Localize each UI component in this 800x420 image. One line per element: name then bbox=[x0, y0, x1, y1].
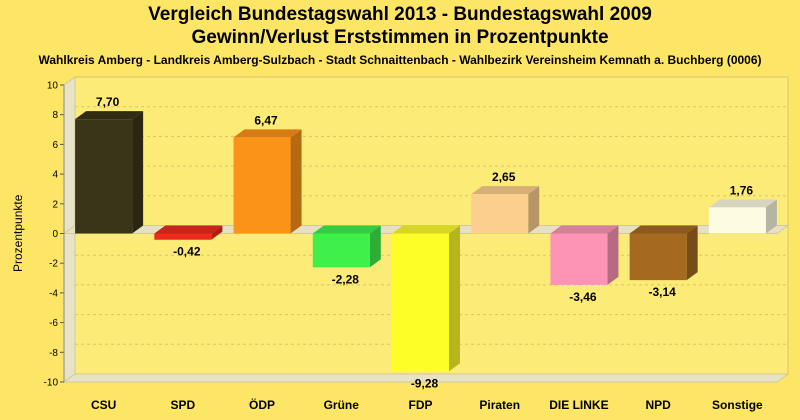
x-tick-label: CSU bbox=[91, 398, 116, 412]
bar-top-face bbox=[392, 225, 460, 234]
data-labels: 7,70 -0,42 6,47 -2,28 -9,28 2,65 -3,46 -3,14 1,7… bbox=[96, 95, 753, 390]
y-tick-label: 0 bbox=[52, 229, 58, 240]
y-axis-title: Prozentpunkte bbox=[11, 194, 25, 272]
bar-spd bbox=[154, 225, 223, 240]
bar-side-face bbox=[290, 129, 302, 234]
x-tick-label: SPD bbox=[170, 398, 195, 412]
chart-title: Vergleich Bundestagswahl 2013 - Bundesta… bbox=[148, 4, 652, 25]
data-label: 1,76 bbox=[730, 183, 754, 197]
bar-top-face bbox=[708, 199, 777, 208]
bar-front-face bbox=[471, 194, 529, 234]
bar-side-face bbox=[369, 225, 381, 268]
data-label: -3,14 bbox=[648, 285, 676, 299]
bar-top-face bbox=[154, 225, 223, 234]
category-labels: CSU SPD ÖDP Grüne FDP Piraten DIE LINKE NPD Sons… bbox=[91, 397, 763, 412]
y-tick-label: -4 bbox=[49, 288, 58, 299]
bar-top-face bbox=[312, 225, 381, 234]
bar-ödp bbox=[233, 129, 302, 234]
bar-front-face bbox=[708, 207, 766, 234]
x-tick-label: Grüne bbox=[324, 398, 360, 412]
chart-title-line2: Gewinn/Verlust Erststimmen in Prozentpun… bbox=[191, 27, 609, 48]
x-tick-label: DIE LINKE bbox=[549, 398, 608, 412]
x-tick-label: Sonstige bbox=[712, 398, 763, 412]
bar-front-face bbox=[154, 233, 212, 240]
x-tick-label: NPD bbox=[645, 398, 671, 412]
y-tick-label: 10 bbox=[47, 81, 59, 92]
chart-header: Vergleich Bundestagswahl 2013 - Bundesta… bbox=[0, 3, 800, 68]
y-tick-label: -6 bbox=[49, 318, 58, 329]
chart-subtitle: Wahlkreis Amberg - Landkreis Amberg-Sulz… bbox=[38, 53, 762, 67]
bar-side-face bbox=[449, 225, 460, 372]
bar-top-face bbox=[550, 225, 619, 234]
bar-side-face bbox=[765, 199, 777, 234]
bar-side-face bbox=[132, 111, 144, 234]
bar-side-face bbox=[607, 225, 619, 285]
bar-top-face bbox=[629, 225, 698, 234]
bar-side-face bbox=[686, 225, 698, 281]
y-tick-label: 2 bbox=[52, 199, 58, 210]
bar-front-face bbox=[392, 233, 449, 372]
y-tick-label: -10 bbox=[44, 378, 59, 389]
bar-die-linke bbox=[550, 225, 619, 285]
data-label: -0,42 bbox=[173, 245, 201, 259]
y-tick-label: -2 bbox=[49, 259, 58, 270]
bar-csu bbox=[75, 111, 144, 234]
data-label: 2,65 bbox=[492, 170, 516, 184]
y-tick-label: -8 bbox=[49, 348, 58, 359]
bar-npd bbox=[629, 225, 698, 281]
bar-top-face bbox=[75, 111, 144, 120]
bar-top-face bbox=[471, 186, 540, 195]
bar-front-face bbox=[75, 119, 133, 234]
bar-front-face bbox=[550, 233, 608, 285]
bars bbox=[75, 111, 777, 372]
bar-top-face bbox=[233, 129, 302, 138]
x-tick-label: ÖDP bbox=[249, 397, 275, 412]
y-axis-ticks: 10 8 6 4 2 0 -2 -4 -6 -8 -10 bbox=[44, 81, 65, 389]
data-label: 7,70 bbox=[96, 95, 120, 109]
bar-side-face bbox=[211, 225, 223, 240]
bar-front-face bbox=[629, 233, 687, 281]
data-label: -9,28 bbox=[411, 376, 439, 390]
bar-front-face bbox=[233, 137, 291, 234]
data-label: 6,47 bbox=[254, 113, 278, 127]
bar-front-face bbox=[312, 233, 370, 268]
data-label: -2,28 bbox=[332, 272, 360, 286]
data-label: -3,46 bbox=[569, 290, 597, 304]
y-tick-label: 8 bbox=[52, 110, 58, 121]
bar-sonstige bbox=[708, 199, 777, 234]
y-tick-label: 4 bbox=[52, 170, 58, 181]
bar-fdp bbox=[392, 225, 460, 372]
bar-side-face bbox=[528, 186, 540, 234]
x-tick-label: Piraten bbox=[479, 398, 520, 412]
plot-floor bbox=[62, 373, 790, 383]
x-tick-label: FDP bbox=[409, 398, 433, 412]
y-tick-label: 6 bbox=[52, 140, 58, 151]
bar-piraten bbox=[471, 186, 540, 234]
bar-grüne bbox=[312, 225, 381, 268]
